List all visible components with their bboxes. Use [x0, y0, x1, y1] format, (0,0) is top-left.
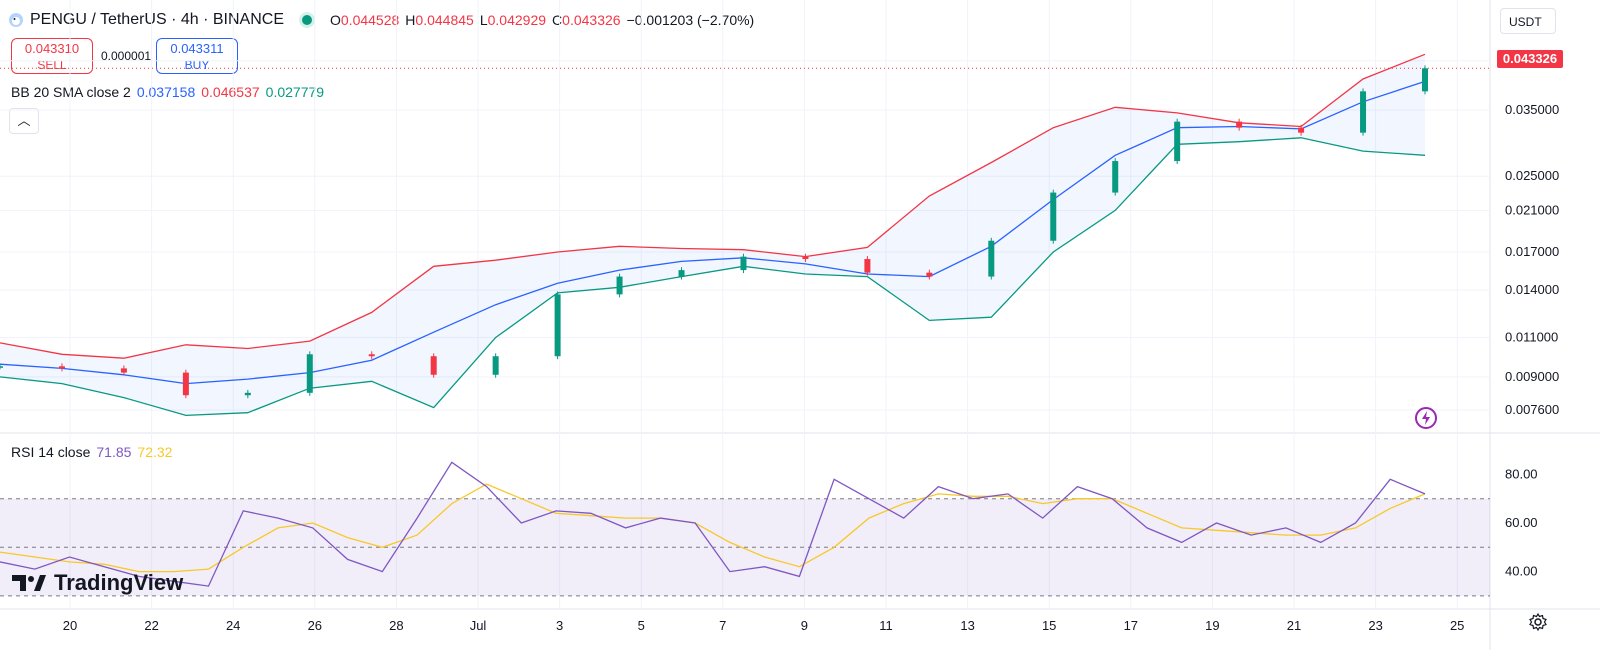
bb-basis-line: [0, 80, 1426, 385]
rsi-tick-label: 40.00: [1505, 564, 1538, 579]
candle-body: [182, 372, 189, 396]
time-tick-label: 25: [1450, 618, 1464, 633]
candle-body: [740, 256, 747, 271]
tradingview-wordmark: TradingView: [54, 570, 184, 595]
tradingview-logo: TradingView: [12, 570, 183, 596]
time-tick-label: 5: [638, 618, 645, 633]
time-tick-label: 26: [308, 618, 322, 633]
price-tick-label: 0.021000: [1505, 202, 1559, 217]
bb-band-fill: [0, 54, 1425, 416]
sell-price: 0.043310: [24, 41, 80, 56]
currency-button[interactable]: USDT: [1500, 8, 1556, 34]
price-tick-label: 0.017000: [1505, 244, 1559, 259]
candle-body: [0, 366, 3, 368]
candle-body: [306, 354, 313, 393]
time-tick-label: 23: [1368, 618, 1382, 633]
market-open-indicator: [302, 15, 312, 25]
candle-body: [678, 270, 685, 277]
time-tick-label: 15: [1042, 618, 1056, 633]
price-tick-label: 0.009000: [1505, 369, 1559, 384]
time-tick-label: 22: [144, 618, 158, 633]
rsi-value: 71.85: [96, 444, 132, 460]
time-tick-label: 24: [226, 618, 240, 633]
candle-body: [244, 392, 251, 396]
bollinger-fill: [0, 54, 1425, 416]
bb-upper-line: [0, 53, 1426, 359]
tradingview-mark-icon: [12, 575, 46, 591]
rsi-legend[interactable]: RSI 14 close 71.85 72.32: [11, 444, 172, 460]
candle-body: [864, 259, 871, 273]
ohlc-high: H0.044845: [405, 12, 474, 28]
time-tick-label: 21: [1287, 618, 1301, 633]
bb-legend-label: BB 20 SMA close 2: [11, 84, 131, 100]
bollinger-lines: [0, 53, 1490, 417]
time-tick-label: Jul: [470, 618, 487, 633]
candle-body: [1050, 192, 1057, 241]
candle-body: [430, 356, 437, 375]
collapse-legend-button[interactable]: ︿: [9, 108, 39, 134]
ohlc-low: L0.042929: [479, 12, 547, 28]
rsi-line: [0, 461, 1426, 587]
rsi-ma-line: [0, 483, 1426, 573]
ohlc-open: O0.044528: [330, 12, 400, 28]
buy-price: 0.043311: [170, 41, 224, 56]
pengu-logo-icon: [9, 13, 23, 27]
candle-body: [988, 240, 995, 277]
time-tick-label: 28: [389, 618, 403, 633]
candles: [0, 65, 1428, 399]
candle-body: [120, 368, 127, 373]
candle-body: [1422, 68, 1428, 92]
bb-upper-value: 0.046537: [201, 84, 260, 100]
time-tick-label: 13: [960, 618, 974, 633]
rsi-tick-label: 60.00: [1505, 515, 1538, 530]
price-tick-label: 0.014000: [1505, 282, 1559, 297]
spread-value: 0.000001: [101, 49, 152, 63]
candle-body: [1236, 121, 1243, 128]
time-tick-label: 7: [719, 618, 726, 633]
candle-body: [554, 294, 561, 357]
time-tick-label: 20: [63, 618, 77, 633]
candle-body: [1174, 121, 1181, 162]
time-tick-label: 17: [1124, 618, 1138, 633]
candle-body: [1360, 91, 1367, 133]
candle-body: [1298, 127, 1305, 133]
buy-label: BUY: [184, 58, 210, 72]
bb-lower-line: [0, 137, 1426, 417]
candle-body: [926, 272, 933, 277]
candle-body: [616, 276, 623, 295]
rsi-axis[interactable]: 80.00 60.00 40.00: [1505, 466, 1538, 578]
candle-body: [58, 366, 65, 369]
rsi-ma-value: 72.32: [137, 444, 173, 460]
ohlc-close: C0.043326: [552, 12, 621, 28]
candle-body: [1112, 161, 1119, 193]
price-tick-label: 0.025000: [1505, 168, 1559, 183]
time-tick-label: 3: [556, 618, 563, 633]
price-tick-label: 0.007600: [1505, 402, 1559, 417]
time-axis[interactable]: 20 22 24 26 28 Jul 3 5 7 9 11 13 15 17 19 21 23 25: [63, 618, 1465, 633]
bb-lower-value: 0.027779: [265, 84, 325, 100]
candle-body: [492, 356, 499, 375]
candle-body: [802, 256, 809, 260]
price-axis[interactable]: 0.0450000.0350000.0250000.0210000.017000…: [1505, 53, 1559, 417]
rsi-legend-label: RSI 14 close: [11, 444, 91, 460]
current-price-tag: 0.043326: [1497, 50, 1563, 68]
price-tick-label: 0.011000: [1505, 329, 1558, 344]
symbol-title[interactable]: PENGU / TetherUS · 4h · BINANCE: [30, 11, 284, 28]
flash-icon[interactable]: [1414, 406, 1438, 430]
rsi-tick-label: 80.00: [1505, 466, 1538, 481]
time-tick-label: 9: [801, 618, 808, 633]
candle-body: [368, 354, 375, 357]
time-tick-label: 19: [1205, 618, 1219, 633]
gear-icon[interactable]: [1528, 612, 1548, 632]
rsi-pane: [0, 461, 1490, 597]
price-tick-label: 0.035000: [1505, 102, 1559, 117]
chevron-up-icon: ︿: [17, 113, 31, 128]
time-tick-label: 11: [879, 618, 893, 633]
